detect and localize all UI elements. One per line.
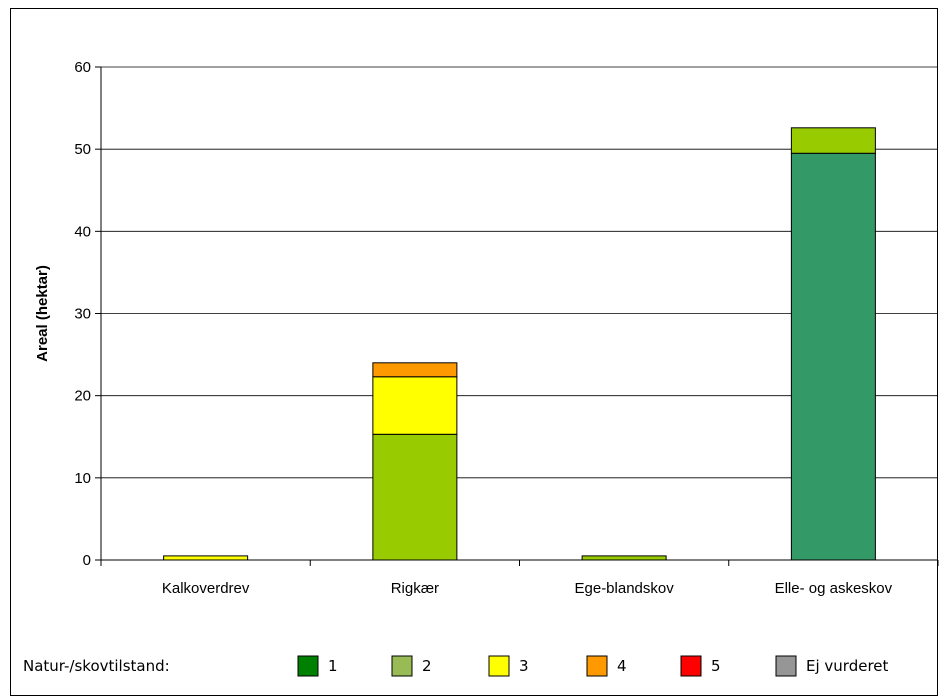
legend-label: 2 [422, 657, 432, 675]
legend-label: 5 [711, 657, 721, 675]
bar-segment [790, 127, 876, 154]
x-tick-label: Elle- og askeskov [775, 580, 893, 597]
y-tick-label: 20 [74, 388, 91, 405]
legend-label: 1 [328, 657, 338, 675]
bar-segment [372, 362, 458, 378]
legend-swatch [391, 655, 413, 677]
legend-swatch [775, 655, 797, 677]
y-tick-label: 30 [74, 306, 91, 323]
y-tick-label: 40 [74, 223, 91, 240]
legend-title: Natur-/skovtilstand: [23, 657, 170, 675]
x-tick-label: Kalkoverdrev [162, 580, 250, 597]
bar-segment [790, 152, 876, 561]
legend-swatch [680, 655, 702, 677]
legend-label: 4 [617, 657, 627, 675]
bar-segment [581, 555, 667, 561]
bar-segment [372, 433, 458, 561]
y-tick-label: 10 [74, 470, 91, 487]
legend-swatch [297, 655, 319, 677]
bar-segment [163, 555, 249, 561]
bar-segment [372, 376, 458, 435]
y-axis-title: Areal (hektar) [34, 265, 51, 362]
y-tick-label: 50 [74, 141, 91, 158]
legend-label: Ej vurderet [806, 657, 889, 675]
legend-label: 3 [519, 657, 529, 675]
x-tick-label: Ege-blandskov [575, 580, 675, 597]
legend-swatch [488, 655, 510, 677]
y-tick-label: 0 [83, 552, 91, 569]
y-tick-label: 60 [74, 59, 91, 76]
x-tick-label: Rigkær [391, 580, 439, 597]
legend-swatch [586, 655, 608, 677]
chart-frame [10, 8, 938, 696]
